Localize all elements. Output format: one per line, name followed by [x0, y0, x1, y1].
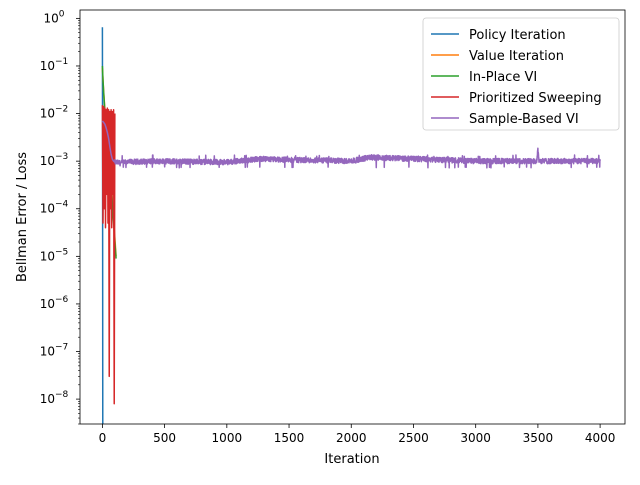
x-axis-label: Iteration: [324, 452, 379, 467]
y-tick-label: 100: [43, 9, 64, 25]
y-axis-label: Bellman Error / Loss: [15, 152, 30, 282]
x-tick-label: 1500: [274, 431, 305, 445]
x-tick-label: 2000: [336, 431, 367, 445]
x-tick-label: 3000: [460, 431, 491, 445]
x-tick-label: 0: [99, 431, 107, 445]
x-tick-label: 1000: [212, 431, 243, 445]
x-tick-label: 500: [153, 431, 176, 445]
y-tick-label: 10−1: [40, 57, 69, 73]
y-tick-label: 10−6: [40, 295, 69, 311]
y-tick-label: 10−3: [40, 152, 69, 168]
legend-label: Value Iteration: [469, 49, 564, 64]
y-tick-label: 10−8: [40, 390, 69, 406]
x-axis: 0 500 1000 1500 2000 2500 3000 3500 4000: [99, 424, 616, 445]
y-tick-label: 10−7: [40, 343, 69, 359]
legend-label: In-Place VI: [469, 70, 537, 85]
y-tick-label: 10−5: [40, 247, 69, 263]
y-axis: 10−8 10−7 10−6 10−5 10−4 10−3 10−2 10−1 100: [40, 9, 80, 424]
x-tick-label: 2500: [398, 431, 429, 445]
legend: Policy Iteration Value Iteration In-Place …: [423, 18, 619, 130]
y-tick-label: 10−4: [40, 200, 69, 216]
x-tick-label: 3500: [523, 431, 554, 445]
legend-label: Prioritized Sweeping: [469, 91, 602, 106]
x-tick-label: 4000: [585, 431, 616, 445]
legend-label: Sample-Based VI: [469, 112, 579, 127]
legend-label: Policy Iteration: [469, 28, 566, 43]
y-tick-label: 10−2: [40, 105, 69, 121]
